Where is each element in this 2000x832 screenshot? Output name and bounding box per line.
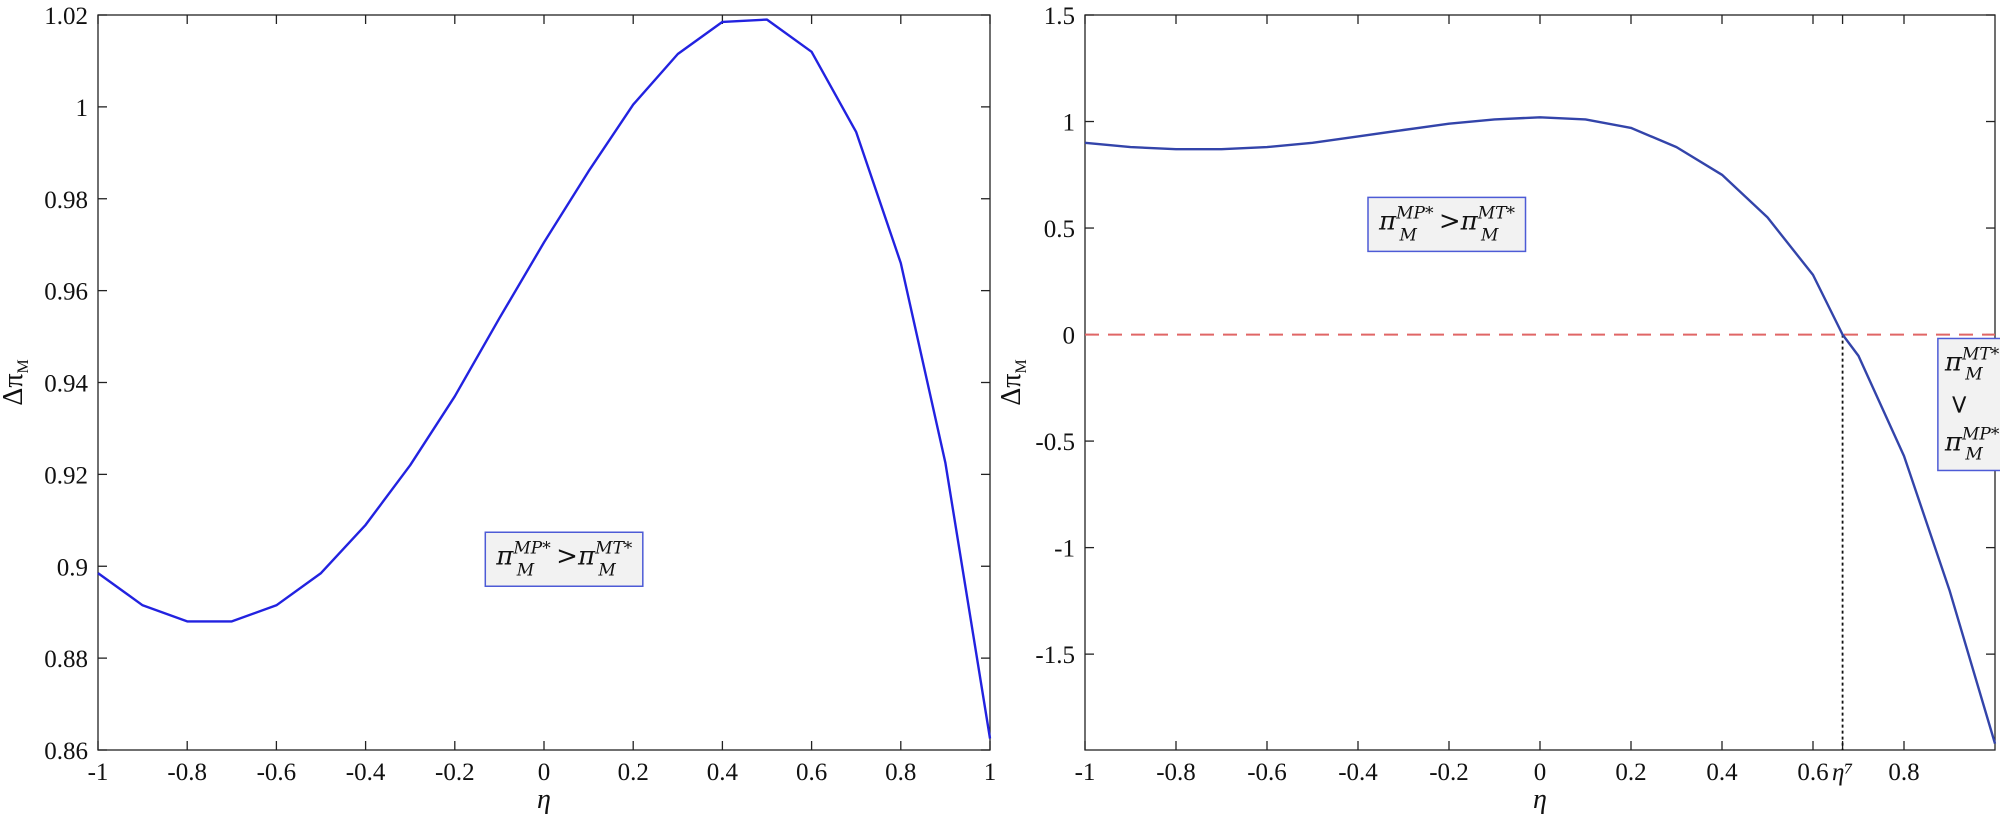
left-ytick-label: 0.96 bbox=[44, 279, 88, 306]
right-xtick-label: -0.6 bbox=[1247, 759, 1287, 786]
left-xtick-label: -0.2 bbox=[435, 759, 475, 786]
left-ytick-label: 1.02 bbox=[44, 3, 88, 30]
left-xtick-label: -1 bbox=[88, 759, 109, 786]
right-annotation-stacked: πMT* M > πMP* M bbox=[1937, 337, 2000, 472]
left-annotation-text: πMP* M >πMT* M bbox=[495, 538, 633, 580]
left-ytick-label: 0.9 bbox=[57, 554, 88, 581]
left-xtick-label: 0.2 bbox=[618, 759, 649, 786]
left-x-axis-label: η bbox=[537, 784, 551, 815]
right-annotation-stacked-bottom: πMP* M bbox=[1944, 424, 2000, 464]
left-ytick-label: 1 bbox=[76, 95, 89, 122]
left-ytick-label: 0.92 bbox=[44, 462, 88, 489]
right-xtick-label: η⁷ bbox=[1832, 759, 1853, 786]
right-xtick-label: 0.8 bbox=[1888, 759, 1919, 786]
left-series-line bbox=[97, 18, 992, 739]
right-xtick-label: -0.8 bbox=[1156, 759, 1196, 786]
left-plot-frame bbox=[97, 14, 991, 751]
left-xtick-label: 0.6 bbox=[796, 759, 827, 786]
right-xtick-label: -0.2 bbox=[1429, 759, 1469, 786]
right-xtick-label: -1 bbox=[1075, 759, 1096, 786]
left-xtick-label: -0.4 bbox=[346, 759, 386, 786]
left-ytick-label: 0.94 bbox=[44, 371, 88, 398]
left-xtick-label: 0.8 bbox=[885, 759, 916, 786]
left-y-axis-label: ΔπM bbox=[0, 359, 32, 405]
right-ytick-label: -0.5 bbox=[1035, 429, 1075, 456]
chart-left: 0.86 0.88 0.9 0.92 0.94 0.96 0.98 1 1.02 -1 -0.8 -0… bbox=[0, 3, 996, 815]
left-xtick-label: 0.4 bbox=[707, 759, 739, 786]
right-annotation-text: πMP* M >πMT* M bbox=[1378, 203, 1516, 245]
left-xtick-label: -0.8 bbox=[167, 759, 207, 786]
right-ytick-label: -1 bbox=[1054, 536, 1075, 563]
right-y-axis-label: ΔπM bbox=[996, 359, 1030, 405]
right-annotation-stacked-relation: > bbox=[1944, 394, 1974, 416]
left-ytick-label: 0.86 bbox=[44, 738, 88, 765]
left-xtick-label: 0 bbox=[538, 759, 551, 786]
left-ytick-label: 0.98 bbox=[44, 187, 88, 214]
chart-right: -1.5 -1 -0.5 0 0.5 1 1.5 -1 -0.8 -0.6 -0.4 -0.2 0 0.2… bbox=[996, 3, 2000, 815]
right-xtick-label: -0.4 bbox=[1338, 759, 1378, 786]
right-series-line bbox=[1084, 116, 1997, 744]
right-xtick-label: 0.4 bbox=[1706, 759, 1738, 786]
left-xtick-label: 1 bbox=[984, 759, 997, 786]
right-ytick-label: 1 bbox=[1063, 110, 1076, 137]
right-xtick-label: 0.2 bbox=[1615, 759, 1646, 786]
left-xtick-label: -0.6 bbox=[257, 759, 297, 786]
right-plot-frame bbox=[1084, 14, 1996, 751]
left-ytick-label: 0.88 bbox=[44, 646, 88, 673]
right-x-axis-label: η bbox=[1533, 784, 1547, 815]
right-annotation-stacked-box bbox=[1937, 337, 2000, 472]
right-ytick-label: 0 bbox=[1063, 323, 1076, 350]
right-annotation-box bbox=[1367, 196, 1527, 253]
left-annotation-box bbox=[484, 531, 644, 587]
right-annotation-stacked-top: πMT* M bbox=[1944, 344, 2000, 384]
right-ytick-label: 1.5 bbox=[1044, 3, 1075, 30]
right-ytick-label: 0.5 bbox=[1044, 216, 1075, 243]
right-xtick-label: 0 bbox=[1534, 759, 1547, 786]
right-ytick-label: -1.5 bbox=[1035, 642, 1075, 669]
right-xtick-label: 0.6 bbox=[1797, 759, 1828, 786]
